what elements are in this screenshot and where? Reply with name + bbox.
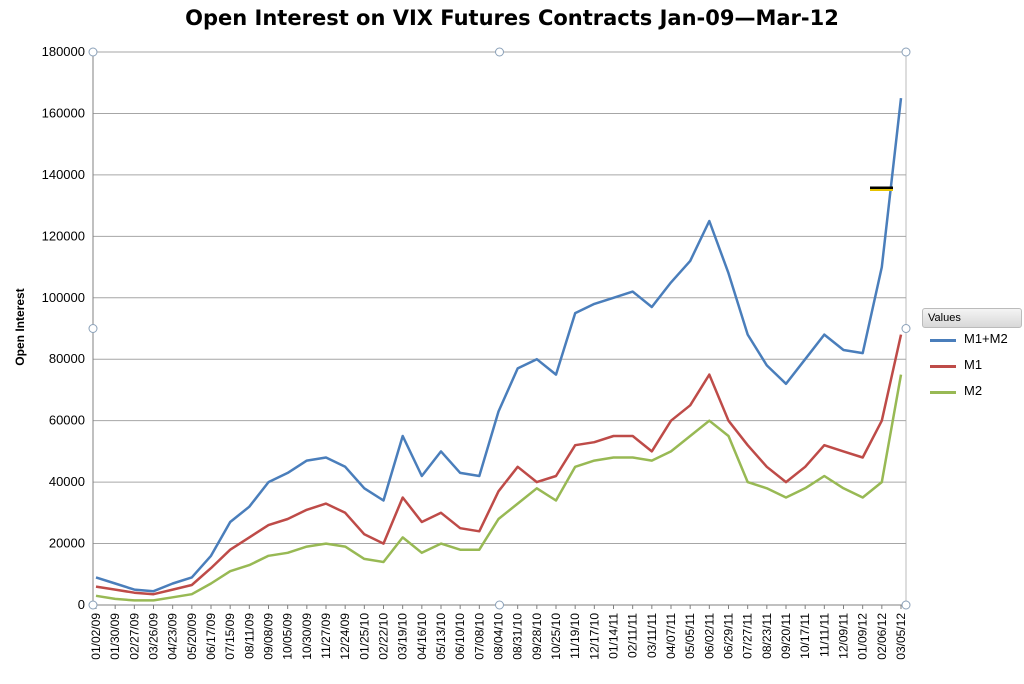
chart-title: Open Interest on VIX Futures Contracts J…: [185, 6, 839, 30]
x-tick-label: 03/19/10: [396, 613, 410, 660]
legend: Values M1+M2 M1 M2: [922, 308, 1022, 406]
selection-handle: [495, 47, 504, 57]
x-tick-label: 06/17/09: [204, 613, 218, 660]
legend-item: M2: [922, 380, 1022, 406]
x-tick-label: 09/28/10: [530, 613, 544, 660]
selection-handle: [901, 47, 911, 57]
x-tick-label: 12/24/09: [338, 613, 352, 660]
x-tick-label: 02/27/09: [127, 613, 141, 660]
x-tick-label: 11/27/09: [319, 613, 333, 659]
x-tick-label: 02/11/11: [626, 613, 640, 658]
legend-items: M1+M2 M1 M2: [922, 328, 1022, 406]
selection-handle: [901, 324, 911, 333]
x-tick-label: 08/11/09: [242, 613, 256, 659]
x-tick-label: 07/08/10: [472, 613, 486, 660]
x-tick-label: 01/30/09: [108, 613, 122, 660]
y-tick-label: 180000: [42, 44, 85, 59]
x-tick-label: 04/16/10: [415, 613, 429, 660]
plot-area-frame: [92, 51, 907, 606]
y-tick-label: 60000: [49, 413, 85, 428]
x-tick-label: 05/20/09: [185, 613, 199, 660]
x-tick-label: 02/22/10: [377, 613, 391, 660]
legend-item: M1+M2: [922, 328, 1022, 354]
legend-swatch: [930, 365, 956, 368]
selection-handle: [88, 600, 98, 610]
y-tick-label: 40000: [49, 474, 85, 489]
x-tick-label: 01/25/10: [357, 613, 371, 660]
x-tick-label: 05/05/11: [683, 613, 697, 659]
selection-handle: [901, 600, 911, 610]
x-tick-label: 03/05/12: [894, 613, 908, 660]
x-tick-label: 03/26/09: [147, 613, 161, 660]
x-tick-label: 08/04/10: [492, 613, 506, 660]
legend-swatch: [930, 339, 956, 342]
legend-label: M2: [964, 383, 983, 398]
legend-swatch: [930, 391, 956, 394]
x-tick-label: 12/09/11: [837, 613, 851, 659]
legend-label: M1+M2: [964, 331, 1008, 346]
x-tick-label: 09/20/11: [779, 613, 793, 659]
x-tick-label: 01/14/11: [607, 613, 621, 659]
x-tick-label: 05/13/10: [434, 613, 448, 660]
x-tick-label: 10/25/10: [549, 613, 563, 660]
legend-label: M1: [964, 357, 983, 372]
x-tick-label: 08/31/10: [511, 613, 525, 660]
y-tick-label: 20000: [49, 536, 85, 551]
selection-handle: [88, 324, 98, 333]
x-tick-label: 09/08/09: [262, 613, 276, 660]
x-tick-label: 11/19/10: [568, 613, 582, 659]
x-tick-label: 06/10/10: [453, 613, 467, 660]
series-line-m1: [95, 334, 903, 596]
legend-item: M1: [922, 354, 1022, 380]
selection-handle: [88, 47, 98, 57]
y-tick-label: 120000: [42, 228, 85, 243]
y-tick-label: 160000: [42, 105, 85, 120]
series-line-m2: [95, 374, 903, 602]
y-tick-label: 0: [78, 597, 85, 612]
x-tick-label: 03/11/11: [645, 613, 659, 658]
y-tick-label: 140000: [42, 167, 85, 182]
x-tick-label: 10/30/09: [300, 613, 314, 660]
x-tick-label: 01/02/09: [89, 613, 103, 660]
x-tick-label: 07/27/11: [741, 613, 755, 659]
series-line-m1-m2: [95, 97, 903, 593]
x-tick-label: 02/06/12: [875, 613, 889, 660]
x-tick-label: 06/02/11: [702, 613, 716, 659]
x-tick-label: 10/05/09: [281, 613, 295, 660]
x-tick-label: 04/07/11: [664, 613, 678, 659]
x-tick-label: 06/29/11: [722, 613, 736, 659]
x-tick-label: 04/23/09: [166, 613, 180, 660]
x-tick-label: 11/11/11: [817, 613, 831, 657]
x-tick-label: 08/23/11: [760, 613, 774, 659]
legend-title: Values: [922, 308, 1022, 328]
x-tick-label: 01/09/12: [856, 613, 870, 660]
x-tick-label: 10/17/11: [798, 613, 812, 659]
y-tick-label: 100000: [42, 290, 85, 305]
selection-handle: [495, 600, 504, 610]
x-tick-label: 07/15/09: [223, 613, 237, 660]
x-tick-label: 12/17/10: [587, 613, 601, 660]
y-tick-label: 80000: [49, 351, 85, 366]
